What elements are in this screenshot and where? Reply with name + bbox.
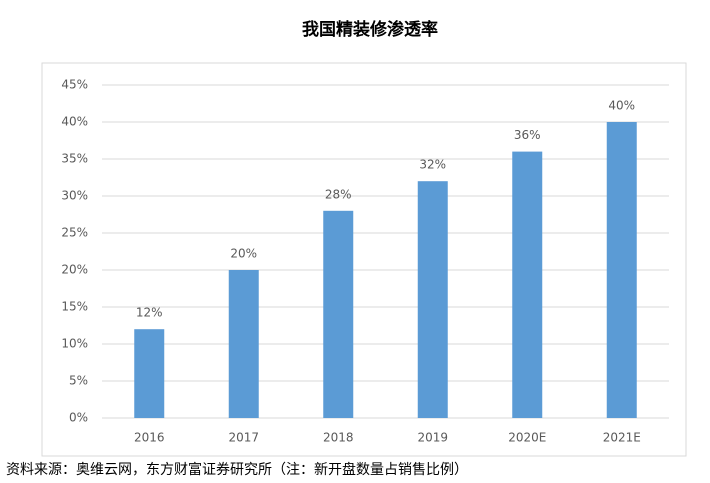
y-tick-label: 10% [61, 337, 88, 351]
y-tick-label: 20% [61, 263, 88, 277]
x-tick-label: 2017 [228, 431, 259, 445]
bar [323, 210, 354, 418]
bar [228, 270, 259, 418]
y-tick-label: 25% [61, 226, 88, 240]
x-tick-label: 2021E [603, 431, 641, 445]
bar [512, 151, 543, 418]
x-tick-label: 2019 [417, 431, 448, 445]
source-note: 资料来源：奥维云网，东方财富证券研究所（注：新开盘数量占销售比例） [6, 461, 468, 478]
value-label: 12% [136, 306, 163, 320]
bar [606, 122, 637, 418]
chart-title: 我国精装修渗透率 [302, 19, 438, 40]
value-label: 40% [608, 99, 635, 113]
value-label: 36% [514, 128, 541, 142]
x-tick-label: 2020E [508, 431, 546, 445]
y-tick-label: 0% [69, 411, 88, 425]
value-label: 32% [419, 158, 446, 172]
bar [417, 181, 448, 418]
bar [134, 329, 165, 418]
x-tick-label: 2018 [323, 431, 354, 445]
y-tick-label: 30% [61, 189, 88, 203]
x-tick-label: 2016 [134, 431, 165, 445]
value-label: 20% [230, 247, 257, 261]
chart-frame [41, 62, 687, 457]
y-tick-label: 45% [61, 78, 88, 92]
y-tick-label: 5% [69, 374, 88, 388]
y-tick-label: 15% [61, 300, 88, 314]
value-label: 28% [325, 187, 352, 201]
y-tick-label: 35% [61, 152, 88, 166]
y-tick-label: 40% [61, 115, 88, 129]
